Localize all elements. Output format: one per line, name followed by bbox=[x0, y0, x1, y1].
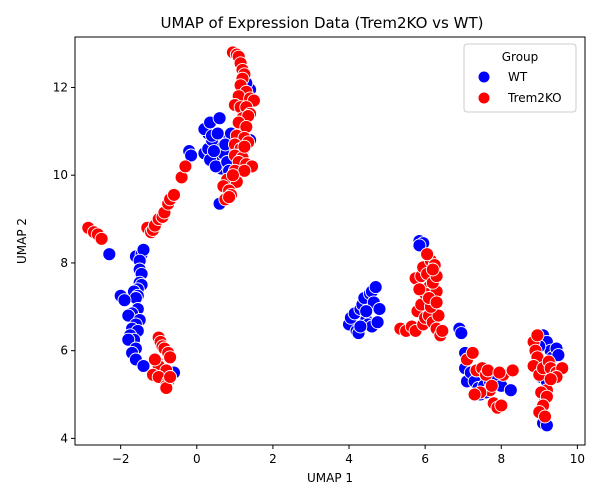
x-tick-label: 4 bbox=[345, 452, 353, 466]
data-point-wt bbox=[136, 359, 151, 373]
data-point-wt bbox=[503, 383, 518, 398]
y-tick-label: 10 bbox=[53, 168, 68, 182]
y-tick-label: 8 bbox=[60, 256, 68, 270]
data-point-trem2ko bbox=[543, 372, 558, 387]
y-axis-label: UMAP 2 bbox=[15, 218, 29, 264]
y-tick-label: 6 bbox=[60, 344, 68, 358]
data-point-trem2ko bbox=[147, 352, 162, 367]
data-point-trem2ko bbox=[420, 247, 435, 262]
x-tick-label: 0 bbox=[193, 452, 201, 466]
data-point-wt bbox=[353, 319, 368, 334]
x-tick-label: 8 bbox=[497, 452, 505, 466]
data-point-trem2ko bbox=[425, 262, 440, 277]
legend-label-trem2ko: Trem2KO bbox=[507, 91, 562, 105]
legend-box bbox=[463, 43, 577, 113]
data-point-wt bbox=[551, 348, 566, 363]
data-point-wt bbox=[210, 126, 225, 141]
data-point-trem2ko bbox=[178, 159, 193, 174]
data-point-trem2ko bbox=[94, 231, 109, 246]
x-tick-label: 10 bbox=[570, 452, 585, 466]
data-point-trem2ko bbox=[412, 282, 427, 297]
data-point-trem2ko bbox=[484, 378, 499, 393]
data-point-wt bbox=[117, 293, 132, 308]
x-tick-label: 2 bbox=[269, 452, 277, 466]
data-point-wt bbox=[370, 315, 385, 330]
data-point-trem2ko bbox=[225, 168, 240, 183]
y-tick-label: 12 bbox=[53, 80, 68, 94]
data-point-trem2ko bbox=[505, 363, 520, 378]
data-point-trem2ko bbox=[530, 328, 545, 343]
legend-marker-trem2ko bbox=[477, 91, 491, 105]
data-point-trem2ko bbox=[237, 163, 252, 178]
data-point-trem2ko bbox=[167, 187, 181, 202]
data-point-trem2ko bbox=[431, 308, 446, 323]
data-point-trem2ko bbox=[429, 295, 444, 310]
data-point-trem2ko bbox=[494, 398, 509, 413]
legend: Group WT Trem2KO bbox=[463, 43, 577, 113]
data-point-wt bbox=[212, 111, 227, 126]
data-point-wt bbox=[184, 148, 199, 163]
data-point-trem2ko bbox=[480, 363, 495, 378]
y-tick-label: 4 bbox=[60, 431, 68, 445]
data-point-trem2ko bbox=[467, 387, 482, 402]
data-point-trem2ko bbox=[492, 365, 507, 380]
x-axis-label: UMAP 1 bbox=[307, 471, 353, 485]
data-point-trem2ko bbox=[163, 370, 178, 384]
data-points bbox=[81, 45, 570, 433]
data-point-trem2ko bbox=[538, 409, 552, 424]
data-point-wt bbox=[206, 144, 221, 159]
data-point-trem2ko bbox=[465, 345, 480, 360]
data-point-trem2ko bbox=[435, 323, 450, 338]
legend-title: Group bbox=[502, 50, 539, 64]
data-point-trem2ko bbox=[222, 190, 237, 205]
legend-label-wt: WT bbox=[508, 70, 528, 84]
data-point-wt bbox=[102, 247, 117, 262]
data-point-trem2ko bbox=[237, 139, 252, 154]
data-point-wt bbox=[412, 238, 427, 253]
data-point-wt bbox=[454, 326, 469, 341]
x-tick-label: −2 bbox=[112, 452, 130, 466]
data-point-wt bbox=[368, 280, 383, 295]
data-point-wt bbox=[359, 304, 374, 319]
data-point-wt bbox=[121, 332, 136, 347]
chart-title: UMAP of Expression Data (Trem2KO vs WT) bbox=[161, 14, 484, 32]
data-point-trem2ko bbox=[163, 350, 178, 365]
legend-marker-wt bbox=[477, 70, 491, 84]
data-point-wt bbox=[372, 302, 387, 316]
x-tick-label: 6 bbox=[421, 452, 429, 466]
axis-ticks: −2 0 2 4 6 8 10 4 6 8 10 12 bbox=[53, 80, 585, 466]
